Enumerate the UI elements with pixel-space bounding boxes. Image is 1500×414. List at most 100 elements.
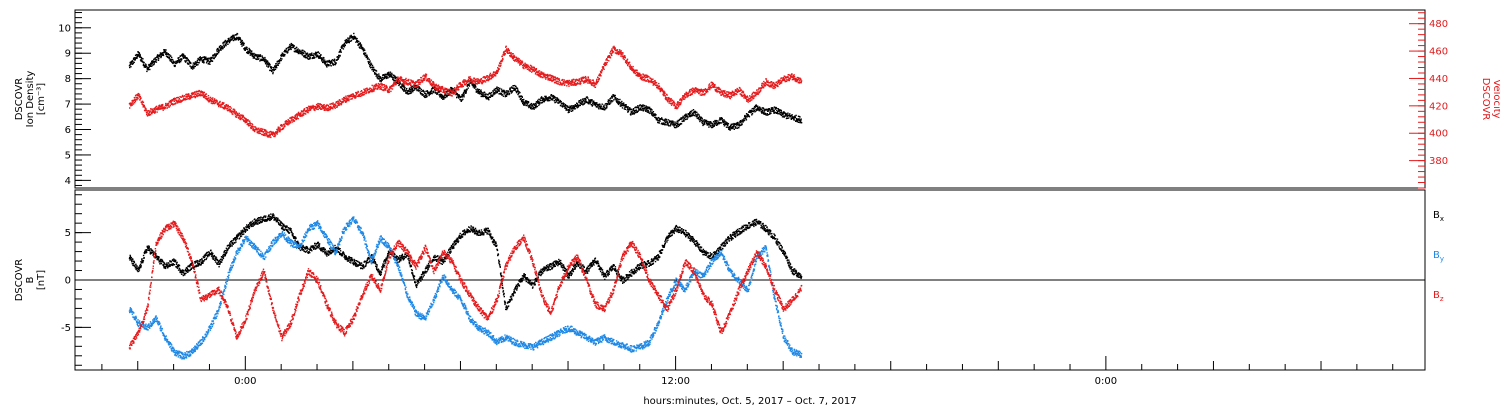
data-point bbox=[760, 107, 761, 108]
data-point bbox=[341, 103, 342, 104]
data-point bbox=[328, 65, 329, 66]
data-point bbox=[701, 120, 702, 121]
data-point bbox=[370, 67, 371, 68]
data-point bbox=[260, 128, 261, 129]
data-point bbox=[401, 77, 402, 78]
data-point bbox=[721, 122, 722, 123]
data-point bbox=[670, 125, 671, 126]
data-point bbox=[264, 129, 265, 130]
data-point bbox=[493, 91, 494, 92]
data-point bbox=[239, 113, 240, 114]
data-point bbox=[275, 134, 276, 135]
data-point bbox=[766, 115, 767, 116]
data-point bbox=[601, 72, 602, 73]
data-point bbox=[502, 56, 503, 57]
data-point bbox=[615, 48, 616, 49]
data-point bbox=[585, 78, 586, 79]
data-point bbox=[424, 79, 425, 80]
data-point bbox=[603, 105, 604, 106]
data-point bbox=[261, 55, 262, 56]
data-point bbox=[332, 108, 333, 109]
data-point bbox=[677, 123, 678, 124]
data-point bbox=[365, 90, 366, 91]
data-point bbox=[585, 77, 586, 78]
data-point bbox=[404, 87, 405, 88]
data-point bbox=[651, 109, 652, 110]
data-point bbox=[163, 55, 164, 56]
data-point bbox=[332, 102, 333, 103]
data-point bbox=[239, 37, 240, 38]
data-point bbox=[534, 67, 535, 68]
data-point bbox=[382, 87, 383, 88]
data-point bbox=[195, 93, 196, 94]
data-point bbox=[716, 122, 717, 123]
data-point bbox=[666, 121, 667, 122]
data-point bbox=[208, 95, 209, 96]
data-point bbox=[134, 62, 135, 63]
data-point bbox=[800, 118, 801, 119]
data-point bbox=[274, 136, 275, 137]
data-point bbox=[608, 60, 609, 61]
data-point bbox=[419, 79, 420, 80]
data-point bbox=[645, 111, 646, 112]
data-point bbox=[556, 101, 557, 102]
data-point bbox=[150, 114, 151, 115]
data-point bbox=[376, 76, 377, 77]
data-point bbox=[313, 55, 314, 56]
data-point bbox=[390, 74, 391, 75]
data-point bbox=[436, 84, 437, 85]
data-point bbox=[352, 36, 353, 37]
data-point bbox=[197, 93, 198, 94]
data-point bbox=[288, 119, 289, 120]
data-point bbox=[723, 119, 724, 120]
data-point bbox=[570, 83, 571, 84]
data-point bbox=[491, 78, 492, 79]
data-point bbox=[682, 116, 683, 117]
data-point bbox=[765, 114, 766, 115]
data-point bbox=[353, 33, 354, 34]
data-point bbox=[727, 125, 728, 126]
data-point bbox=[385, 74, 386, 75]
data-point bbox=[158, 60, 159, 61]
data-point bbox=[289, 44, 290, 45]
data-point bbox=[606, 106, 607, 107]
data-point bbox=[381, 81, 382, 82]
data-point bbox=[488, 99, 489, 100]
data-point bbox=[761, 112, 762, 113]
data-point bbox=[435, 90, 436, 91]
data-point bbox=[313, 107, 314, 108]
data-point bbox=[526, 105, 527, 106]
data-point bbox=[708, 126, 709, 127]
data-point bbox=[717, 120, 718, 121]
data-point bbox=[190, 63, 191, 64]
data-point bbox=[558, 81, 559, 82]
data-point bbox=[271, 71, 272, 72]
data-point bbox=[324, 59, 325, 60]
data-point bbox=[662, 119, 663, 120]
data-point bbox=[224, 41, 225, 42]
data-point bbox=[179, 62, 180, 63]
data-point bbox=[468, 87, 469, 88]
data-point bbox=[531, 107, 532, 108]
data-point bbox=[513, 58, 514, 59]
data-point bbox=[275, 69, 276, 70]
data-point bbox=[251, 50, 252, 51]
data-point bbox=[588, 103, 589, 104]
data-point bbox=[530, 70, 531, 71]
data-point bbox=[203, 94, 204, 95]
data-point bbox=[135, 101, 136, 102]
data-point bbox=[739, 123, 740, 124]
data-point bbox=[631, 67, 632, 68]
data-point bbox=[168, 107, 169, 108]
data-point bbox=[212, 99, 213, 100]
data-point bbox=[135, 58, 136, 59]
data-point bbox=[626, 63, 627, 64]
data-point bbox=[408, 90, 409, 91]
data-point bbox=[573, 79, 574, 80]
data-point bbox=[527, 105, 528, 106]
data-point bbox=[462, 96, 463, 97]
data-point bbox=[730, 129, 731, 130]
data-point bbox=[200, 93, 201, 94]
data-point bbox=[307, 108, 308, 109]
data-point bbox=[233, 36, 234, 37]
